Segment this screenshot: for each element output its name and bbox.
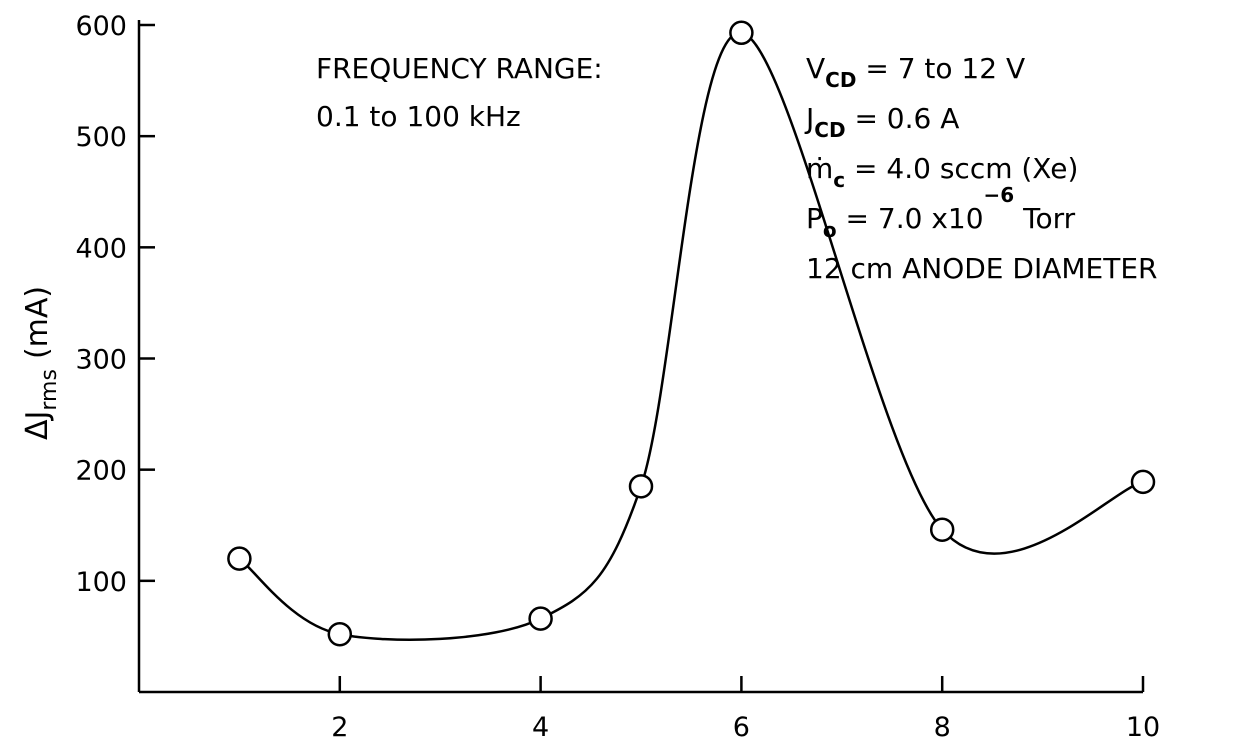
y-axis-label: ΔJrms (mA) (20, 286, 62, 440)
y-tick-label: 400 (75, 233, 127, 264)
tick-labels: 100 200 300 400 500 600 2 4 6 8 10 (75, 11, 1160, 743)
annotation-po-main: P (806, 202, 823, 235)
data-point (528, 606, 553, 631)
data-markers (227, 20, 1156, 647)
x-tick-label: 2 (331, 712, 348, 743)
data-point (729, 20, 754, 46)
annotation-vcd-main: V (806, 52, 825, 85)
freq-range-line1: FREQUENCY RANGE: (316, 52, 603, 85)
y-tick-label: 600 (75, 11, 127, 42)
annotation-vcd: VCD = 7 to 12 V (806, 52, 1025, 92)
y-axis-label-unit: (mA) (20, 286, 55, 359)
annotation-jcd-rest: = 0.6 A (846, 102, 960, 135)
annotation-mdot: ṁc = 4.0 sccm (Xe) (806, 152, 1078, 192)
freq-range-line2: 0.1 to 100 kHz (316, 100, 521, 133)
data-point (1130, 469, 1156, 495)
x-tick-label: 6 (733, 712, 750, 743)
y-tick-label: 300 (75, 345, 127, 376)
x-tick-label: 10 (1126, 712, 1160, 743)
y-axis-label-main: J (20, 411, 55, 422)
data-point (327, 621, 353, 647)
annotation-vcd-sub: CD (825, 68, 856, 92)
annotation-po-rest: = 7.0 x10 (837, 202, 984, 235)
data-point (628, 474, 654, 499)
axes (137, 20, 1143, 694)
y-tick-label: 200 (75, 456, 127, 487)
annotation-po: Po = 7.0 x10−6 Torr (806, 183, 1076, 242)
x-tick-label: 4 (532, 712, 549, 743)
annotation-vcd-rest: = 7 to 12 V (856, 52, 1025, 85)
annotation-mdot-main: ṁ (806, 152, 833, 185)
y-axis-label-delta: Δ (20, 419, 55, 440)
annotation-mdot-rest: = 4.0 sccm (Xe) (845, 152, 1078, 185)
annotation-po-sub: o (823, 218, 837, 242)
annotation-jcd-main: J (804, 102, 814, 135)
annotation-jcd-sub: CD (814, 118, 845, 142)
ticks (139, 23, 1145, 692)
annotation-po-sup: −6 (984, 183, 1015, 207)
y-tick-label: 100 (75, 567, 127, 598)
annotation-mdot-sub: c (833, 168, 845, 192)
y-tick-label: 500 (75, 122, 127, 153)
annotation-anode: 12 cm ANODE DIAMETER (806, 252, 1157, 285)
data-point (929, 517, 955, 542)
annotation-po-tail: Torr (1014, 202, 1075, 235)
annotation-jcd: JCD = 0.6 A (804, 102, 959, 142)
data-point (227, 546, 252, 571)
y-axis-label-sub: rms (37, 369, 62, 411)
x-tick-label: 8 (934, 712, 951, 743)
